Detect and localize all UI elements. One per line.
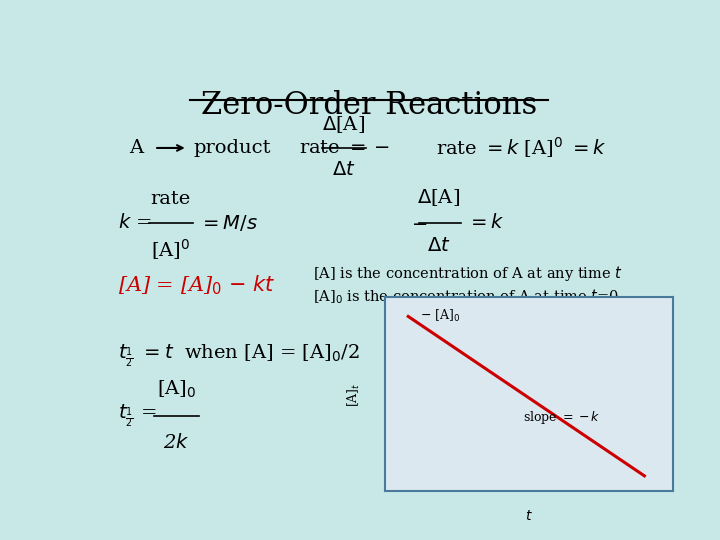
Text: $\Delta$[A]: $\Delta$[A] xyxy=(417,187,460,208)
Text: $-$ [A]$_0$: $-$ [A]$_0$ xyxy=(420,308,460,325)
Text: product: product xyxy=(193,139,271,157)
Text: $t$: $t$ xyxy=(526,509,533,523)
Text: $t_{\frac{1}{2}}$ =: $t_{\frac{1}{2}}$ = xyxy=(118,403,156,429)
Text: Zero-Order Reactions: Zero-Order Reactions xyxy=(201,90,537,121)
Text: rate $= -$: rate $= -$ xyxy=(300,139,390,157)
Text: [A] is the concentration of A at any time $t$: [A] is the concentration of A at any tim… xyxy=(313,264,624,283)
Text: $\Delta t$: $\Delta t$ xyxy=(427,238,451,255)
Text: [A]$^0$: [A]$^0$ xyxy=(151,238,191,262)
Text: 36: 36 xyxy=(607,437,623,451)
Text: A: A xyxy=(129,139,143,157)
Text: $\Delta t$: $\Delta t$ xyxy=(332,161,356,179)
Text: rate: rate xyxy=(150,190,191,208)
Text: [A]$_t$: [A]$_t$ xyxy=(346,382,362,407)
Text: [A]$_0$ is the concentration of A at time $t$=0: [A]$_0$ is the concentration of A at tim… xyxy=(313,287,619,306)
Text: $t_{\frac{1}{2}}$ $= t$  when [A] = [A]$_0$/2: $t_{\frac{1}{2}}$ $= t$ when [A] = [A]$_… xyxy=(118,342,359,369)
Text: slope $= -k$: slope $= -k$ xyxy=(523,409,601,426)
Text: 13.3: 13.3 xyxy=(580,450,631,470)
Text: $k$ =: $k$ = xyxy=(118,213,152,232)
Text: $-$: $-$ xyxy=(411,214,427,232)
Text: rate $= k$ [A]$^0$ $= k$: rate $= k$ [A]$^0$ $= k$ xyxy=(436,136,607,160)
Text: $= k$: $= k$ xyxy=(467,213,505,232)
Text: [A] = [A]$_0$ $-$ $kt$: [A] = [A]$_0$ $-$ $kt$ xyxy=(118,273,275,297)
Text: $\Delta$[A]: $\Delta$[A] xyxy=(323,114,366,134)
Text: 2$k$: 2$k$ xyxy=(163,433,189,452)
Text: [A]$_0$: [A]$_0$ xyxy=(157,378,196,400)
Text: $= M/s$: $= M/s$ xyxy=(199,213,258,233)
